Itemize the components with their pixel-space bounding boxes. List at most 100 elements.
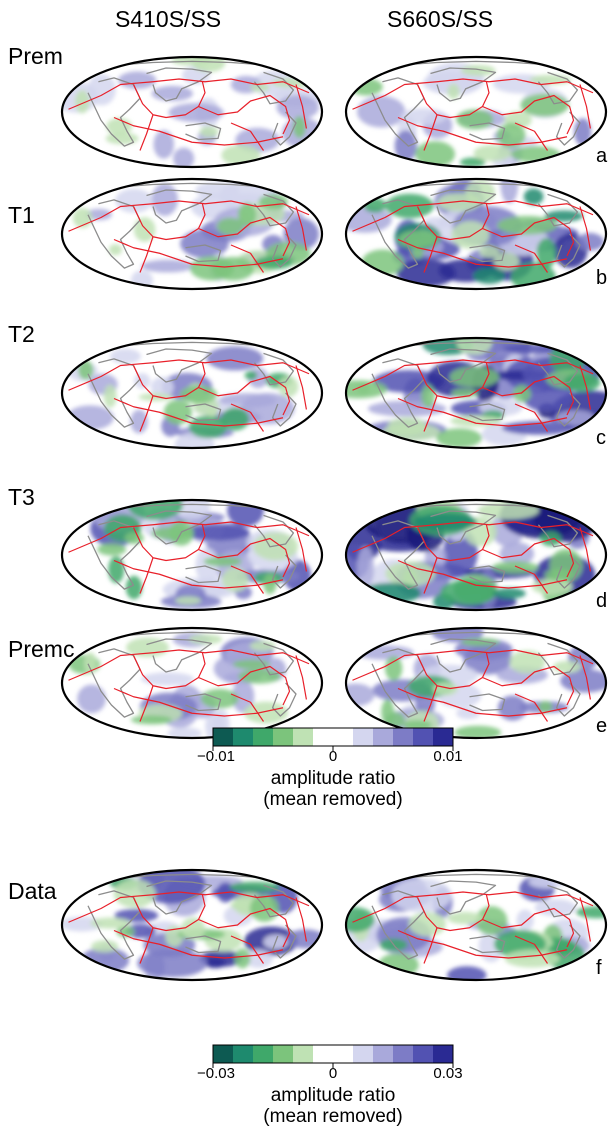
plate-boundary — [295, 655, 307, 700]
anomaly-blob-negative — [90, 917, 131, 929]
plate-boundary — [139, 395, 154, 432]
coastline — [146, 189, 213, 224]
plate-boundary — [482, 537, 575, 578]
coastline — [555, 924, 581, 959]
anomaly-blob-negative — [475, 906, 508, 936]
anomaly-blob-negative — [492, 587, 526, 599]
colorbar-swatch — [293, 1045, 314, 1063]
plate-boundary — [514, 244, 548, 273]
anomaly-blob-negative — [473, 145, 512, 162]
coastline — [469, 935, 506, 954]
anomaly-blob-positive — [134, 373, 151, 389]
coastline — [185, 693, 222, 712]
coastline — [555, 233, 581, 268]
coastline — [271, 554, 297, 589]
coastline — [185, 244, 222, 263]
plate-boundary — [482, 907, 575, 948]
anomaly-blob-negative — [576, 906, 606, 919]
panel-letter-b: b — [596, 267, 608, 289]
map-outline — [60, 55, 324, 169]
anomaly-blob-negative — [238, 202, 257, 227]
colorbar-swatch — [413, 728, 434, 746]
plate-boundary — [423, 236, 438, 273]
anomaly-blob-positive — [153, 130, 175, 159]
plate-boundary — [139, 236, 154, 273]
anomaly-blob-negative — [454, 725, 502, 738]
colorbar-swatch — [373, 1045, 394, 1063]
plate-boundary — [139, 927, 154, 964]
anomaly-blob-negative — [190, 256, 235, 281]
coastline — [555, 392, 581, 427]
anomaly-blob-negative — [538, 700, 553, 713]
plate-boundary — [423, 927, 438, 964]
plate-boundary — [139, 685, 154, 722]
colorbar-2-tick-max: 0.03 — [433, 1065, 463, 1082]
coastline — [185, 565, 222, 584]
coastline — [537, 514, 579, 548]
coastline — [113, 503, 271, 509]
coastline — [271, 392, 297, 427]
anomaly-blob-negative — [523, 188, 544, 205]
anomaly-blob-positive — [118, 71, 157, 89]
anomaly-blob-negative — [520, 93, 569, 117]
anomaly-blob-positive — [231, 680, 255, 713]
colorbar-swatch — [233, 1045, 254, 1063]
plate-boundary — [416, 652, 490, 690]
coastline — [397, 341, 555, 347]
coastline — [537, 71, 579, 105]
coastline — [397, 182, 555, 188]
anomaly-blob-positive — [173, 147, 195, 167]
anomaly-blob-negative — [540, 531, 562, 547]
colorbar-swatch — [293, 728, 314, 746]
anomaly-blob-negative — [103, 384, 117, 408]
panel-letter-f: f — [596, 957, 602, 979]
anomaly-blob-negative — [436, 428, 482, 448]
colorbar-swatch — [433, 728, 454, 746]
coastline — [113, 341, 271, 347]
anomaly-blob-positive — [497, 695, 528, 721]
coastline — [253, 884, 295, 918]
colorbar-2-title: amplitude ratio (mean removed) — [213, 1085, 453, 1127]
row-label-data: Data — [8, 878, 57, 904]
coastline — [397, 873, 555, 879]
colorbar-swatch — [313, 728, 334, 746]
plate-boundary — [113, 559, 284, 589]
coastline — [430, 348, 497, 383]
anomaly-blob-positive — [125, 923, 156, 939]
anomaly-blob-negative — [133, 217, 156, 242]
plate-boundary — [198, 216, 291, 257]
anomaly-blob-positive — [115, 188, 153, 213]
coastline — [253, 642, 295, 676]
anomaly-blob-positive — [77, 684, 106, 714]
plate-boundary — [230, 565, 264, 594]
colorbar-1 — [212, 727, 454, 751]
coastline — [537, 352, 579, 386]
anomaly-blob-negative — [78, 360, 94, 380]
coastline — [555, 111, 581, 146]
plate-boundary — [352, 649, 594, 681]
anomaly-blob-positive — [346, 683, 375, 707]
anomaly-blob-negative — [346, 380, 388, 399]
coastline — [185, 122, 222, 141]
anomaly-blob-negative — [125, 575, 143, 600]
anomaly-blob-negative — [181, 917, 205, 940]
plate-boundary — [352, 359, 594, 391]
anomaly-blob-negative — [384, 656, 403, 681]
coastline — [146, 880, 213, 915]
plate-boundary — [423, 114, 438, 151]
coastline — [430, 189, 497, 224]
coastline — [469, 403, 506, 422]
plate-boundary — [579, 527, 591, 572]
map-outline — [60, 498, 324, 612]
colorbar-swatch — [333, 728, 354, 746]
coastline — [113, 873, 271, 879]
plate-boundary — [416, 894, 490, 932]
plate-boundary — [132, 524, 206, 562]
anomaly-blob-negative — [413, 512, 477, 531]
anomaly-blob-negative — [473, 267, 506, 285]
plate-boundary — [198, 94, 291, 135]
